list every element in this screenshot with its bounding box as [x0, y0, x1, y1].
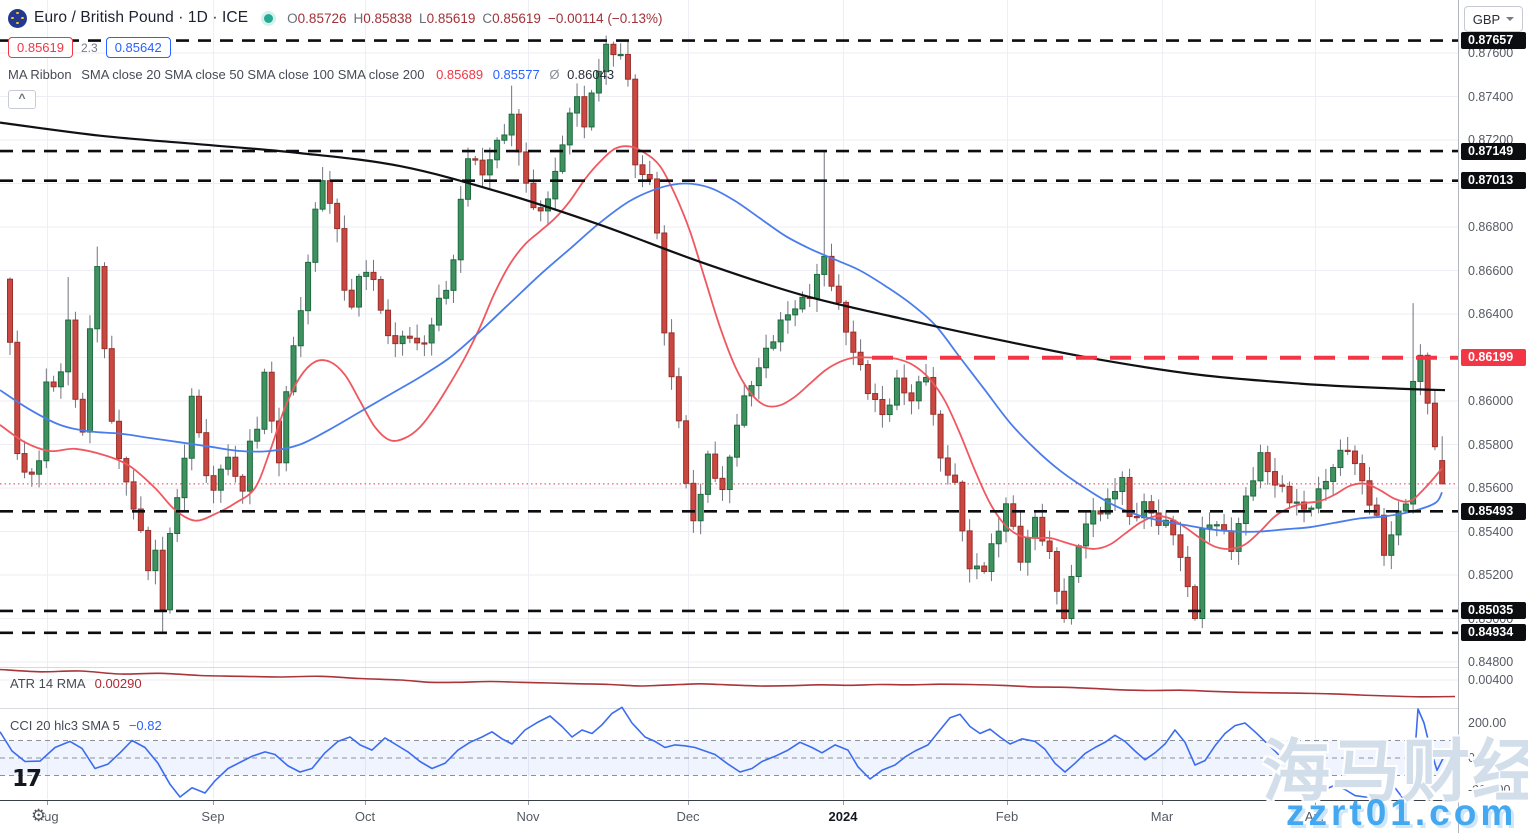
ma-ribbon-params: SMA close 20 SMA close 50 SMA close 100 …	[81, 67, 425, 82]
price-level-chip: 0.85493	[1461, 502, 1526, 520]
time-axis-tick	[1007, 801, 1008, 805]
time-axis[interactable]: Aug Sep Oct Nov Dec 2024 Feb Mar Apr	[0, 800, 1458, 833]
time-axis-tick	[1162, 801, 1163, 805]
ohlc-values: O0.85726 H0.85838 L0.85619 C0.85619 −0.00114…	[287, 10, 663, 26]
time-axis-label: Aug	[35, 809, 59, 824]
chart-canvas[interactable]	[0, 0, 1458, 833]
price-axis-label: 0.85400	[1468, 524, 1514, 539]
indicator-axis-label: 200.00	[1468, 716, 1507, 730]
price-level-chip: 0.84934	[1461, 624, 1526, 642]
price-axis-label: 0.87400	[1468, 89, 1514, 104]
price-axis[interactable]: GBP 0.87600 0.87400 0.87200 0.86800 0.86600 0…	[1458, 0, 1528, 833]
cci-value: −0.82	[128, 718, 162, 733]
price-axis-label: 0.86800	[1468, 220, 1514, 234]
symbol-title[interactable]: Euro / British Pound · 1D · ICE	[34, 9, 249, 26]
price-axis-label: 0.85800	[1468, 437, 1514, 452]
cci-label: CCI 20 hlc3 SMA 5	[10, 718, 120, 733]
ask-price-box[interactable]: 0.85642	[105, 37, 171, 58]
currency-toggle-button[interactable]: GBP	[1464, 6, 1523, 32]
price-axis-label: 0.86600	[1468, 263, 1514, 278]
indicator-axis-label: -200.00	[1468, 783, 1511, 797]
time-axis-label: Dec	[676, 809, 700, 824]
price-level-chip: 0.86199	[1461, 349, 1526, 367]
price-level-chip: 0.85035	[1461, 602, 1526, 620]
settings-gear-icon[interactable]: ⚙	[31, 806, 47, 825]
price-axis-label: 0.86400	[1468, 307, 1514, 321]
price-axis-label: 0.84800	[1468, 655, 1514, 669]
time-axis-label: Sep	[201, 809, 225, 824]
price-axis-label: 0.85200	[1468, 568, 1514, 582]
price-axis-label: 0.86000	[1468, 394, 1514, 408]
ma-ribbon-value1: 0.85689	[436, 67, 484, 82]
time-axis-tick	[528, 801, 529, 805]
ma-ribbon-value2: 0.85577	[492, 67, 540, 82]
indicator-axis-label: 0.00	[1468, 751, 1493, 765]
symbol-logo-icon	[8, 8, 27, 28]
market-status-icon[interactable]	[264, 13, 274, 23]
spread-value: 2.3	[81, 40, 98, 55]
atr-legend[interactable]: ATR 14 RMA 0.00290	[10, 676, 142, 691]
change-value: −0.00114 (−0.13%)	[547, 10, 663, 26]
bid-price-box[interactable]: 0.85619	[8, 37, 73, 58]
price-level-chip: 0.87149	[1461, 142, 1526, 160]
time-axis-tick	[843, 801, 844, 805]
ma-ribbon-label: MA Ribbon	[8, 67, 72, 82]
indicator-axis-label: 0.00400	[1468, 673, 1514, 687]
ma-ribbon-avg-value: 0.86043	[567, 67, 615, 82]
ma-ribbon-legend[interactable]: MA Ribbon SMA close 20 SMA close 50 SMA …	[8, 67, 670, 82]
atr-value: 0.00290	[94, 676, 142, 691]
time-axis-label: 2024	[828, 809, 858, 824]
chart-legend: Euro / British Pound · 1D · ICE O0.85726…	[8, 6, 670, 109]
time-axis-label: Oct	[354, 809, 376, 824]
ma-ribbon-avg-symbol: Ø	[549, 67, 560, 82]
time-axis-tick	[213, 801, 214, 805]
time-axis-tick	[47, 801, 48, 805]
price-level-chip: 0.87657	[1461, 32, 1526, 50]
time-axis-label: Nov	[516, 809, 540, 824]
collapse-legend-button[interactable]: ^	[8, 90, 36, 109]
atr-label: ATR 14 RMA	[10, 676, 86, 691]
tradingview-logo[interactable]: 17	[12, 766, 42, 792]
cci-legend[interactable]: CCI 20 hlc3 SMA 5 −0.82	[10, 718, 162, 733]
time-axis-tick	[1315, 801, 1316, 805]
time-axis-tick	[365, 801, 366, 805]
time-axis-tick	[688, 801, 689, 805]
price-axis-label: 0.87600	[1468, 46, 1514, 60]
time-axis-label: Mar	[1150, 809, 1174, 824]
chevron-down-icon	[1506, 17, 1515, 21]
time-axis-label: Apr	[1304, 809, 1326, 824]
price-level-chip: 0.87013	[1461, 172, 1526, 190]
currency-label: GBP	[1472, 11, 1501, 27]
price-axis-label: 0.85600	[1468, 481, 1514, 495]
time-axis-label: Feb	[995, 809, 1019, 824]
